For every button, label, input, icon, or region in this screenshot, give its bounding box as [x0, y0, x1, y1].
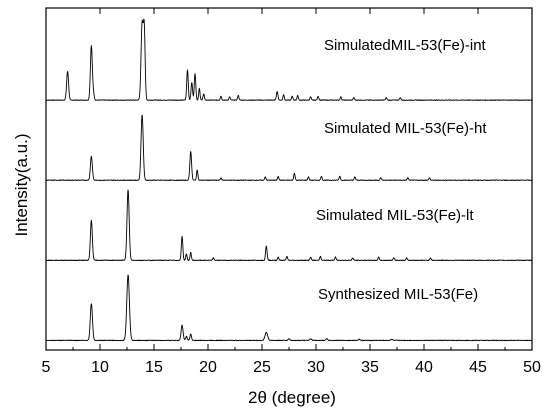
series-label-4: Synthesized MIL-53(Fe): [318, 286, 478, 303]
series-line-3: [45, 189, 533, 262]
series-line-1: [45, 18, 533, 101]
axis-layer: 5 10 15 20 25 30 35 40 45 50: [42, 8, 541, 376]
x-axis-label: 2θ (degree): [248, 388, 336, 407]
x-tick-label-40: 40: [415, 359, 433, 376]
x-tick-label-5: 5: [42, 359, 51, 376]
x-tick-label-15: 15: [145, 359, 163, 376]
series-label-3: Simulated MIL-53(Fe)-lt: [316, 207, 474, 224]
series-layer: [45, 18, 533, 342]
x-tick-label-30: 30: [307, 359, 325, 376]
series-label-1: SimulatedMIL-53(Fe)-int: [324, 37, 487, 54]
label-layer: SimulatedMIL-53(Fe)-int Simulated MIL-53(…: [316, 37, 487, 303]
x-tick-label-45: 45: [469, 359, 487, 376]
x-tick-label-20: 20: [199, 359, 217, 376]
y-axis-label: Intensity(a.u.): [12, 134, 31, 237]
x-tick-label-25: 25: [253, 359, 271, 376]
x-tick-label-10: 10: [91, 359, 109, 376]
series-line-2: [45, 114, 533, 181]
series-line-4: [45, 274, 533, 342]
series-label-2: Simulated MIL-53(Fe)-ht: [324, 120, 487, 137]
x-tick-label-50: 50: [523, 359, 541, 376]
x-tick-label-35: 35: [361, 359, 379, 376]
